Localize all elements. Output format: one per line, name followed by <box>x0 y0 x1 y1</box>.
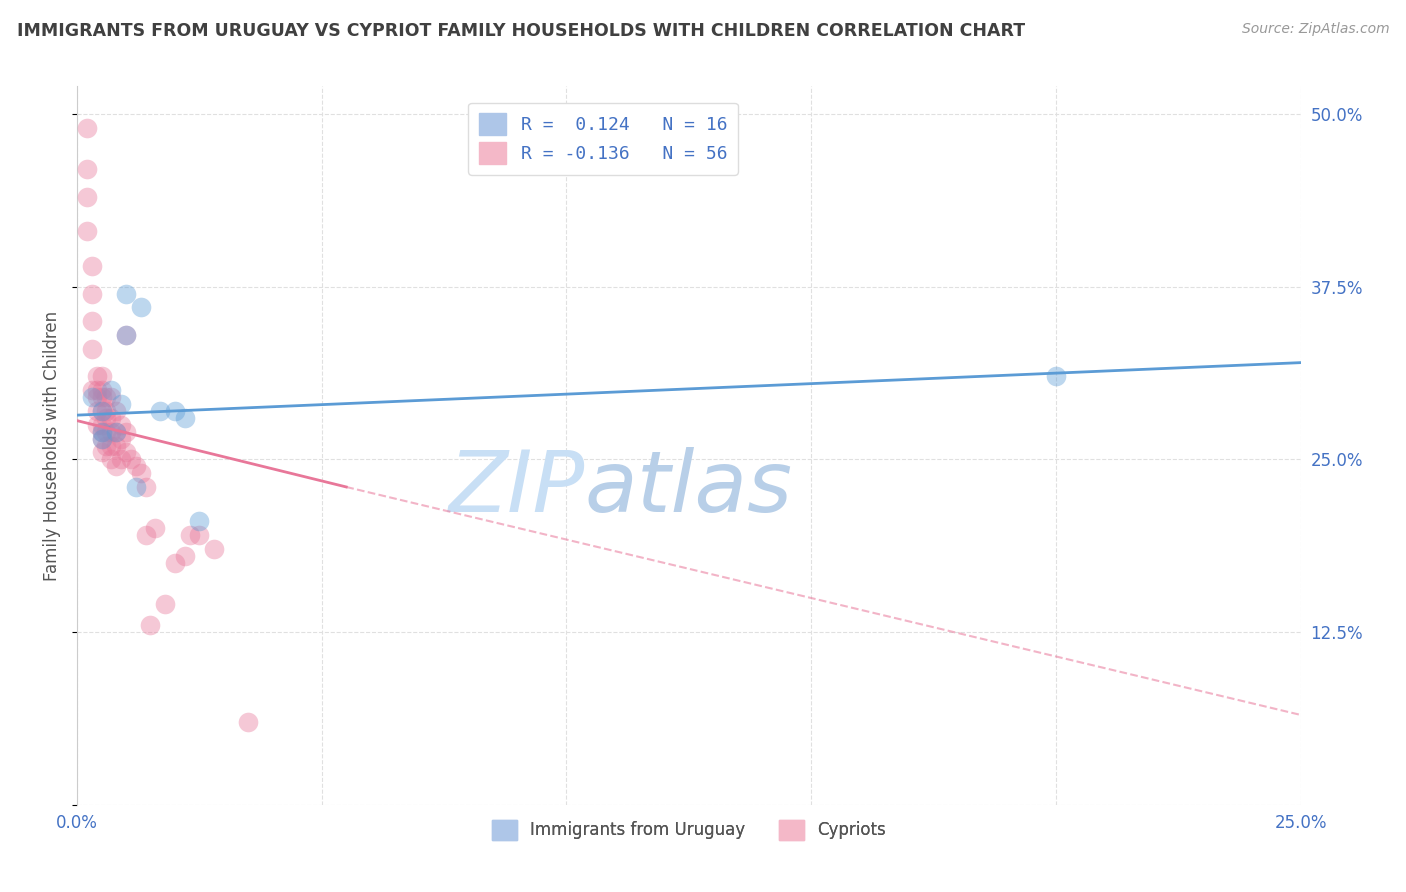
Point <box>110 452 132 467</box>
Point <box>96 410 118 425</box>
Point <box>100 390 122 404</box>
Point <box>90 432 112 446</box>
Text: atlas: atlas <box>585 447 793 530</box>
Point <box>76 224 98 238</box>
Point <box>86 369 108 384</box>
Point <box>129 301 152 315</box>
Point <box>90 369 112 384</box>
Point <box>76 162 98 177</box>
Point <box>129 466 152 480</box>
Point <box>202 542 225 557</box>
Text: ZIP: ZIP <box>449 447 585 530</box>
Text: Source: ZipAtlas.com: Source: ZipAtlas.com <box>1241 22 1389 37</box>
Point <box>173 549 195 563</box>
Point <box>125 480 148 494</box>
Y-axis label: Family Households with Children: Family Households with Children <box>44 310 60 581</box>
Point <box>90 445 112 459</box>
Point <box>100 452 122 467</box>
Point <box>125 459 148 474</box>
Point <box>100 438 122 452</box>
Point <box>76 190 98 204</box>
Point <box>96 404 118 418</box>
Point <box>149 404 172 418</box>
Point <box>163 556 186 570</box>
Point <box>110 397 132 411</box>
Legend: Immigrants from Uruguay, Cypriots: Immigrants from Uruguay, Cypriots <box>485 813 893 847</box>
Point <box>96 390 118 404</box>
Point <box>115 445 138 459</box>
Point <box>110 417 132 432</box>
Point <box>153 598 176 612</box>
Point <box>1045 369 1067 384</box>
Point <box>86 384 108 398</box>
Point <box>80 314 103 328</box>
Point <box>90 390 112 404</box>
Point <box>179 528 201 542</box>
Point <box>80 390 103 404</box>
Point <box>115 328 138 343</box>
Point <box>90 425 112 439</box>
Point <box>96 438 118 452</box>
Point <box>110 432 132 446</box>
Point <box>173 410 195 425</box>
Point <box>90 417 112 432</box>
Point <box>80 286 103 301</box>
Point <box>80 259 103 273</box>
Point <box>100 384 122 398</box>
Point <box>105 438 128 452</box>
Point <box>80 384 103 398</box>
Point <box>238 714 260 729</box>
Point <box>135 528 157 542</box>
Point <box>145 521 167 535</box>
Point <box>105 459 128 474</box>
Point <box>90 425 112 439</box>
Point <box>90 384 112 398</box>
Point <box>135 480 157 494</box>
Point <box>188 515 211 529</box>
Point <box>188 528 211 542</box>
Point <box>100 410 122 425</box>
Point <box>139 618 162 632</box>
Point <box>80 342 103 356</box>
Point <box>115 286 138 301</box>
Point <box>105 404 128 418</box>
Point <box>90 432 112 446</box>
Point <box>120 452 142 467</box>
Point <box>86 390 108 404</box>
Point <box>86 417 108 432</box>
Text: IMMIGRANTS FROM URUGUAY VS CYPRIOT FAMILY HOUSEHOLDS WITH CHILDREN CORRELATION C: IMMIGRANTS FROM URUGUAY VS CYPRIOT FAMIL… <box>17 22 1025 40</box>
Point <box>105 425 128 439</box>
Point <box>105 425 128 439</box>
Point <box>163 404 186 418</box>
Point <box>115 425 138 439</box>
Point <box>115 328 138 343</box>
Point <box>100 425 122 439</box>
Point <box>86 404 108 418</box>
Point <box>76 120 98 135</box>
Point <box>90 404 112 418</box>
Point <box>96 425 118 439</box>
Point <box>90 404 112 418</box>
